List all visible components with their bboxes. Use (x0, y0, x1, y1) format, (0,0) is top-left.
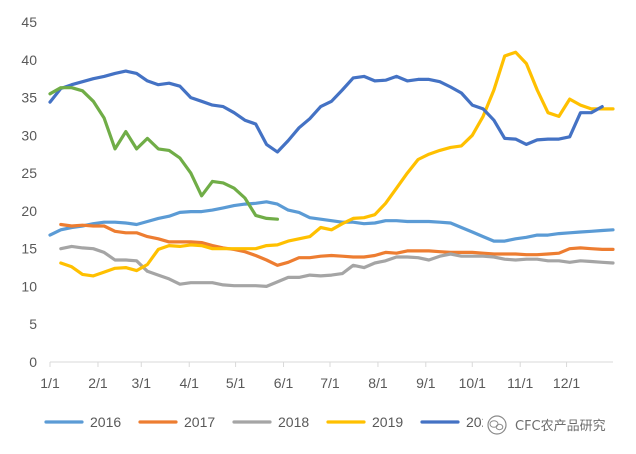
y-tick-label: 40 (21, 52, 37, 68)
y-tick-label: 45 (21, 14, 37, 30)
wechat-icon (487, 415, 507, 435)
x-tick-label: 4/1 (179, 375, 199, 391)
legend-label-2018: 2018 (278, 414, 309, 430)
x-tick-label: 9/1 (416, 375, 436, 391)
y-tick-label: 5 (29, 316, 37, 332)
y-tick-label: 0 (29, 354, 37, 370)
series-layer (48, 50, 615, 288)
x-tick-label: 12/1 (553, 375, 580, 391)
x-tick-label: 10/1 (459, 375, 486, 391)
series-line-2019 (59, 50, 615, 278)
series-line-2021 (48, 86, 279, 221)
x-tick-label: 1/1 (40, 375, 60, 391)
x-axis: 1/1 2/1 3/1 4/1 5/1 6/1 7/1 8/1 9/1 10/1 11/1 12/1 (40, 362, 580, 391)
y-axis: 0 5 10 15 20 25 30 35 40 45 (21, 14, 37, 370)
x-tick-label: 2/1 (88, 375, 108, 391)
series-line-2018 (59, 244, 615, 288)
y-tick-label: 20 (21, 203, 37, 219)
watermark-text: CFC农产品研究 (515, 419, 606, 434)
x-tick-label: 5/1 (226, 375, 246, 391)
y-tick-label: 35 (21, 90, 37, 106)
x-tick-label: 3/1 (132, 375, 152, 391)
y-tick-label: 15 (21, 241, 37, 257)
x-tick-label: 6/1 (274, 375, 294, 391)
legend-label-2016: 2016 (90, 414, 121, 430)
y-tick-label: 30 (21, 127, 37, 143)
watermark-backdrop (483, 413, 633, 437)
series-line-2020 (48, 69, 604, 154)
y-tick-label: 25 (21, 165, 37, 181)
x-tick-label: 8/1 (368, 375, 388, 391)
series-line-2017 (59, 222, 615, 267)
x-tick-label: 11/1 (507, 375, 533, 391)
x-tick-label: 7/1 (320, 375, 340, 391)
legend-label-2017: 2017 (184, 414, 215, 430)
series-line-2016 (48, 200, 615, 243)
watermark: CFC农产品研究 (483, 413, 633, 437)
legend-label-2019: 2019 (372, 414, 403, 430)
y-tick-label: 10 (21, 278, 37, 294)
